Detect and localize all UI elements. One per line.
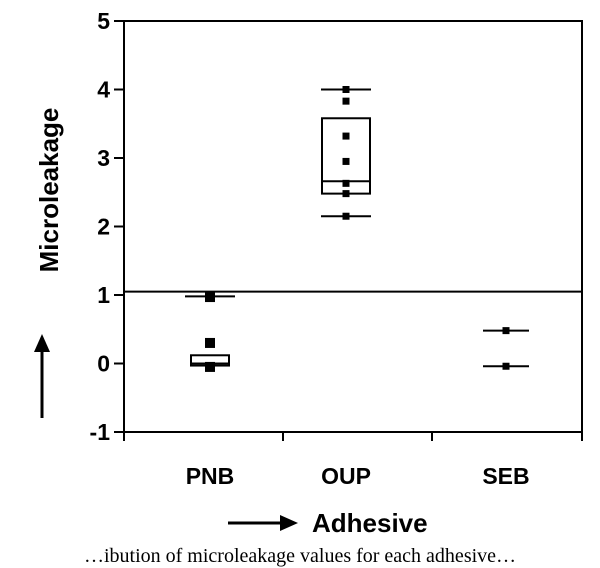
microleakage-chart: -1 0 1 2 3 4 5 PNB OUP SEB Microleakage Adhesive: [34, 8, 583, 538]
y-tick-label: -1: [90, 419, 111, 445]
data-point: [342, 132, 350, 140]
y-tick-label: 3: [97, 145, 110, 171]
y-tick-label: 5: [97, 8, 110, 34]
x-axis: PNB OUP SEB: [123, 432, 583, 489]
y-axis: -1 0 1 2 3 4 5: [90, 8, 124, 445]
x-tick-label: OUP: [321, 463, 371, 489]
figure-caption: …ibution of microleakage values for each…: [83, 545, 517, 567]
x-tick-label: SEB: [482, 463, 529, 489]
data-marks: [185, 86, 529, 372]
data-point: [502, 327, 510, 335]
y-tick-label: 4: [97, 77, 110, 103]
data-point: [205, 292, 215, 303]
data-point: [342, 97, 350, 105]
x-tick-label: PNB: [186, 463, 235, 489]
data-point: [205, 337, 215, 348]
data-point: [342, 179, 350, 187]
data-point: [342, 157, 350, 165]
y-tick-label: 1: [97, 282, 110, 308]
y-axis-title-group: Microleakage: [34, 108, 64, 273]
data-point: [342, 212, 350, 220]
y-tick-label: 0: [97, 351, 110, 377]
data-point: [342, 86, 350, 93]
x-axis-title: Adhesive: [312, 508, 428, 538]
plot-frame: [123, 20, 583, 433]
data-point: [205, 361, 215, 372]
data-point: [502, 362, 510, 370]
x-axis-arrowhead: [280, 515, 298, 531]
y-tick-label: 2: [97, 214, 110, 240]
y-axis-title: Microleakage: [34, 108, 64, 273]
data-point: [342, 190, 350, 198]
y-axis-arrowhead: [34, 334, 50, 352]
